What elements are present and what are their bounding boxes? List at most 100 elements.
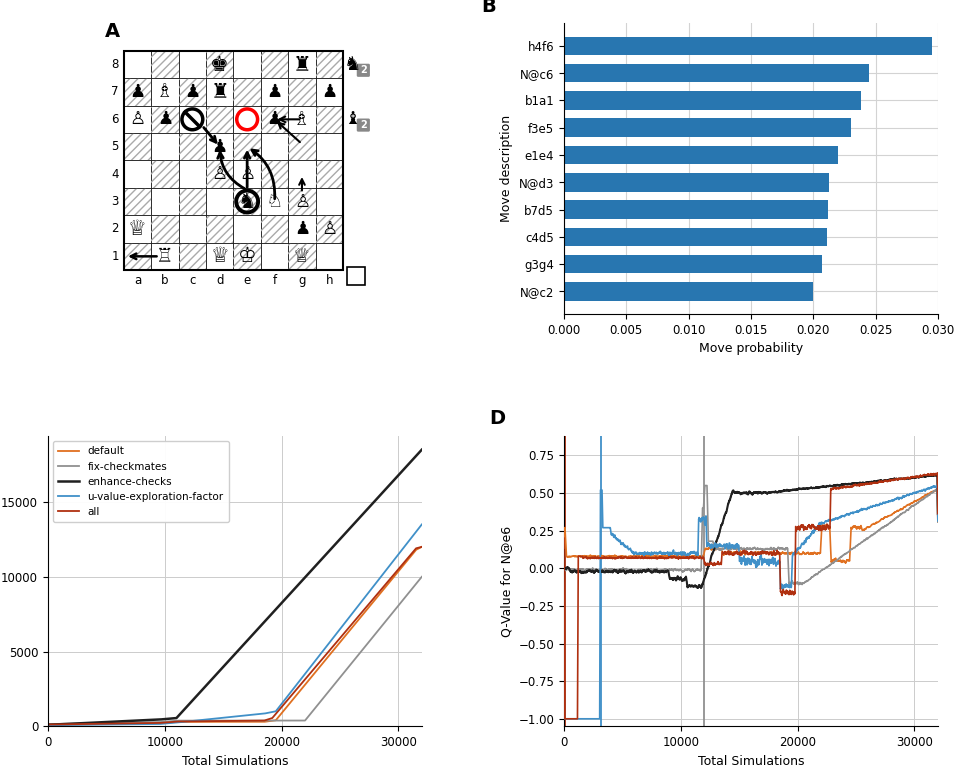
Bar [288, 51, 316, 78]
Bar [261, 105, 288, 133]
Bar [288, 78, 316, 105]
Text: 2: 2 [360, 66, 367, 75]
Text: 4: 4 [111, 168, 119, 180]
Text: ♗: ♗ [156, 83, 174, 102]
fix-checkmates [928, 487, 940, 496]
Bar [123, 160, 151, 188]
Text: ♙: ♙ [239, 165, 256, 183]
fix-checkmates [416, 572, 428, 582]
X-axis label: Move probability: Move probability [699, 342, 803, 355]
Bar [151, 51, 179, 78]
u-value-exploration-factor [932, 480, 944, 490]
Bar [261, 216, 288, 243]
Text: e: e [243, 274, 251, 287]
Bar [123, 78, 151, 105]
default [279, 704, 291, 713]
Bar [316, 78, 343, 105]
Text: ♜: ♜ [293, 55, 311, 74]
default [337, 635, 348, 644]
Bar [261, 78, 288, 105]
Bar [564, 255, 822, 273]
enhance-checks [412, 450, 423, 459]
u-value-exploration-factor [928, 482, 940, 491]
Bar [179, 243, 206, 270]
Bar [179, 133, 206, 160]
Text: ♟: ♟ [322, 83, 338, 101]
default [119, 719, 130, 729]
all [928, 469, 940, 478]
Text: ♕: ♕ [211, 246, 229, 266]
enhance-checks [359, 508, 370, 517]
Text: ♙: ♙ [129, 110, 145, 128]
Bar [288, 105, 316, 133]
Text: ♖: ♖ [156, 247, 174, 266]
enhance-checks [829, 480, 840, 490]
all [337, 631, 348, 640]
Y-axis label: Move description: Move description [501, 115, 513, 223]
Bar [123, 78, 151, 105]
Line: u-value-exploration-factor: u-value-exploration-factor [564, 485, 938, 719]
enhance-checks [42, 720, 54, 729]
Bar [206, 105, 234, 133]
u-value-exploration-factor [337, 622, 348, 631]
fix-checkmates [42, 719, 54, 729]
Line: all: all [48, 547, 422, 725]
all [931, 468, 943, 477]
Text: ♟: ♟ [157, 110, 173, 128]
Bar [151, 188, 179, 216]
Bar [564, 64, 869, 83]
Bar [288, 133, 316, 160]
u-value-exploration-factor [559, 714, 570, 723]
Bar [261, 51, 288, 78]
default [931, 484, 943, 494]
fix-checkmates [313, 700, 324, 709]
all [558, 533, 569, 543]
default [875, 515, 886, 525]
fix-checkmates [558, 564, 569, 573]
Bar [123, 105, 151, 133]
Text: ♙: ♙ [322, 220, 338, 238]
Line: u-value-exploration-factor: u-value-exploration-factor [48, 524, 422, 725]
default [313, 664, 324, 673]
Bar [179, 78, 206, 105]
fix-checkmates [793, 580, 805, 590]
Bar [288, 188, 316, 216]
Line: enhance-checks: enhance-checks [48, 450, 422, 725]
Text: ♙: ♙ [322, 220, 338, 238]
all [853, 480, 864, 490]
Bar [564, 119, 851, 137]
Bar [261, 160, 288, 188]
Text: ♙: ♙ [294, 193, 310, 211]
Text: 2: 2 [111, 223, 119, 235]
Bar [564, 200, 828, 219]
enhance-checks [558, 564, 569, 573]
Bar [234, 105, 261, 133]
FancyBboxPatch shape [357, 119, 370, 132]
u-value-exploration-factor [853, 507, 864, 516]
Bar [206, 78, 234, 105]
Text: b: b [161, 274, 168, 287]
Text: ♕: ♕ [128, 219, 147, 239]
Bar [206, 243, 234, 270]
Bar [261, 188, 288, 216]
Text: ♝: ♝ [345, 110, 361, 128]
default [829, 555, 840, 565]
Bar [179, 133, 206, 160]
Bar [234, 243, 261, 270]
Bar [261, 105, 288, 133]
Line: default: default [48, 547, 422, 725]
Text: ♟: ♟ [185, 83, 200, 101]
Bar [234, 51, 261, 78]
Bar [151, 160, 179, 188]
Bar [564, 282, 813, 301]
Bar [316, 105, 343, 133]
Text: ♕: ♕ [128, 219, 147, 239]
X-axis label: Total Simulations: Total Simulations [698, 754, 804, 768]
fix-checkmates [337, 670, 348, 679]
Bar [206, 160, 234, 188]
Bar [123, 51, 343, 270]
Bar [151, 160, 179, 188]
enhance-checks [928, 471, 940, 480]
default [634, 552, 646, 562]
Bar [564, 91, 860, 110]
